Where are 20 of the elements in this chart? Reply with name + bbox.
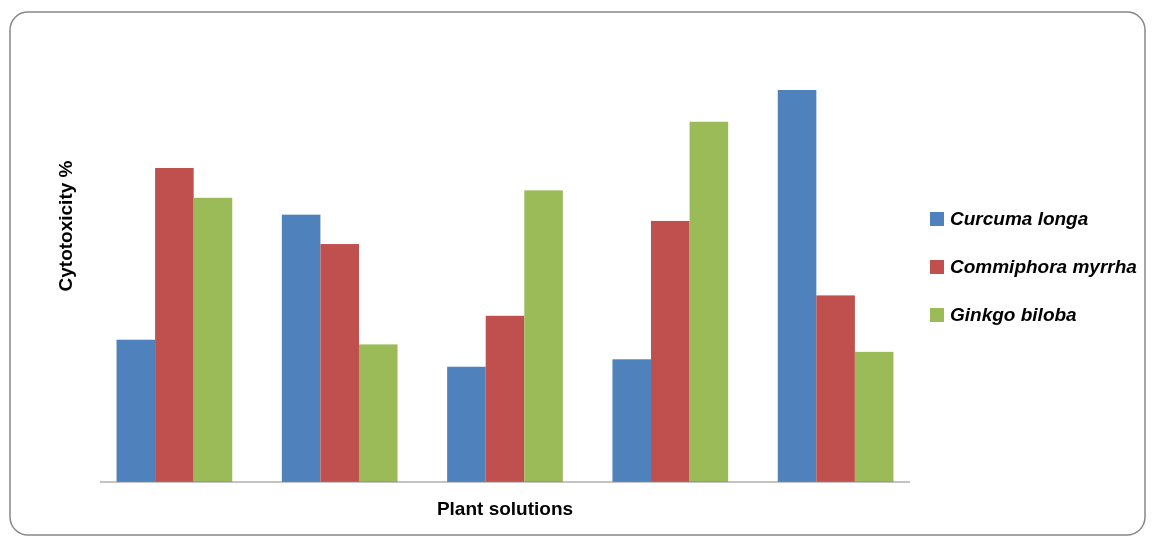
bar	[689, 121, 729, 482]
bar	[116, 339, 156, 482]
bar	[447, 366, 486, 482]
bar	[816, 295, 855, 482]
legend-label: Curcuma longa	[950, 208, 1089, 229]
bar	[485, 315, 525, 482]
bar	[320, 244, 359, 482]
bar	[777, 90, 817, 482]
bar	[281, 214, 321, 482]
x-axis-title: Plant solutions	[436, 498, 574, 519]
bar	[524, 190, 563, 482]
bar	[193, 197, 233, 482]
legend-label: Commiphora myrrha	[950, 256, 1138, 277]
legend-label: Ginkgo biloba	[950, 304, 1078, 325]
bar	[155, 168, 194, 482]
bar	[651, 220, 690, 482]
y-axis-title: Cytotoxicity %	[55, 160, 76, 292]
bar	[854, 351, 894, 482]
bar	[612, 359, 652, 482]
bar	[358, 344, 398, 482]
